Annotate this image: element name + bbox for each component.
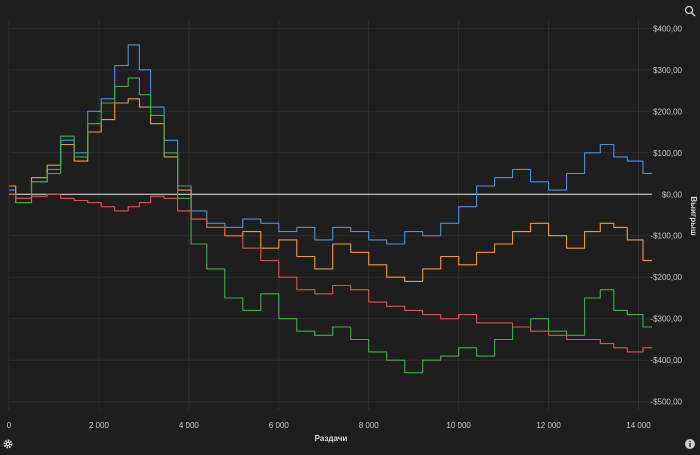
info-icon[interactable] (684, 437, 696, 449)
series-line-4 (9, 193, 652, 353)
y-tick-label: -$300,00 (650, 315, 682, 324)
x-axis-title: Раздачи (315, 434, 348, 443)
x-tick-label: 8 000 (359, 421, 380, 430)
x-tick-label: 4 000 (179, 421, 200, 430)
y-tick-label: -$100,00 (650, 232, 682, 241)
y-tick-label: $100,00 (653, 149, 682, 158)
series-line-3 (9, 77, 652, 374)
x-tick-label: 0 (7, 421, 12, 430)
y-tick-label: -$500,00 (650, 398, 682, 407)
x-tick-label: 12 000 (536, 421, 561, 430)
y-tick-label: $300,00 (653, 66, 682, 75)
x-tick-label: 10 000 (446, 421, 471, 430)
series-line-1 (9, 44, 652, 245)
y-tick-label: $0,00 (662, 190, 683, 199)
x-tick-label: 6 000 (269, 421, 290, 430)
y-tick-label: -$400,00 (650, 356, 682, 365)
x-axis-ticks: 0 2 000 4 000 6 000 8 000 10 000 12 000 14 000 (7, 421, 652, 430)
series-layer (9, 44, 652, 374)
y-axis-ticks: $400,00 $300,00 $200,00 $100,00 $0,00 -$100,0… (650, 24, 682, 406)
grid-layer (8, 20, 652, 410)
y-tick-label: $400,00 (653, 24, 682, 33)
zoom-icon[interactable] (684, 4, 696, 17)
x-tick-label: 14 000 (626, 421, 651, 430)
x-tick-label: 2 000 (89, 421, 110, 430)
y-tick-label: -$200,00 (650, 273, 682, 282)
y-axis-title: Выигрыш (689, 196, 698, 236)
y-tick-label: $200,00 (653, 107, 682, 116)
settings-gear-icon[interactable] (2, 437, 14, 449)
